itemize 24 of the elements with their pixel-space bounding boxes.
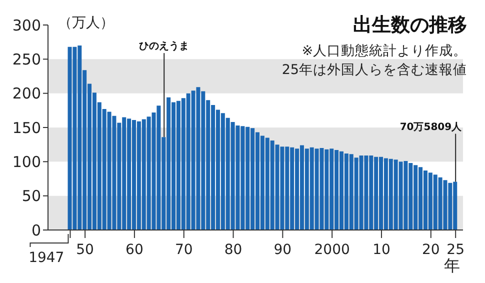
y-tick-label: 250 <box>12 50 41 68</box>
x-tick-label: 20 <box>422 242 440 258</box>
annotation: 70万5809人 <box>400 120 463 133</box>
annotation: ひのえうま <box>139 41 190 52</box>
y-tick-label: 100 <box>12 152 41 171</box>
x-axis-title: 年 <box>444 256 460 277</box>
x-tick-label: 10 <box>372 242 390 258</box>
y-tick-label: 50 <box>22 187 41 206</box>
x-tick-label: 25 <box>446 242 465 258</box>
annotation: 25年は外国人らを含む速報値 <box>282 61 467 79</box>
text: 1947 <box>28 250 64 266</box>
x-tick-label: 90 <box>274 242 292 258</box>
annotation: ※人口動態統計より作成。 <box>302 42 467 60</box>
x-tick-label: 50 <box>76 242 94 258</box>
y-tick-label: 300 <box>12 16 41 34</box>
x-tick-label: 60 <box>126 242 144 258</box>
y-tick-label: 150 <box>12 118 41 137</box>
y-tick-label: 200 <box>12 84 41 103</box>
y-axis-title: （万人） <box>58 14 114 32</box>
y-tick-label: 0 <box>31 221 41 240</box>
x-tick-label: 70 <box>174 242 193 258</box>
chart-title: 出生数の推移 <box>353 13 467 38</box>
x-tick-label: 2000 <box>314 242 350 258</box>
x-tick-label: 80 <box>224 242 242 258</box>
